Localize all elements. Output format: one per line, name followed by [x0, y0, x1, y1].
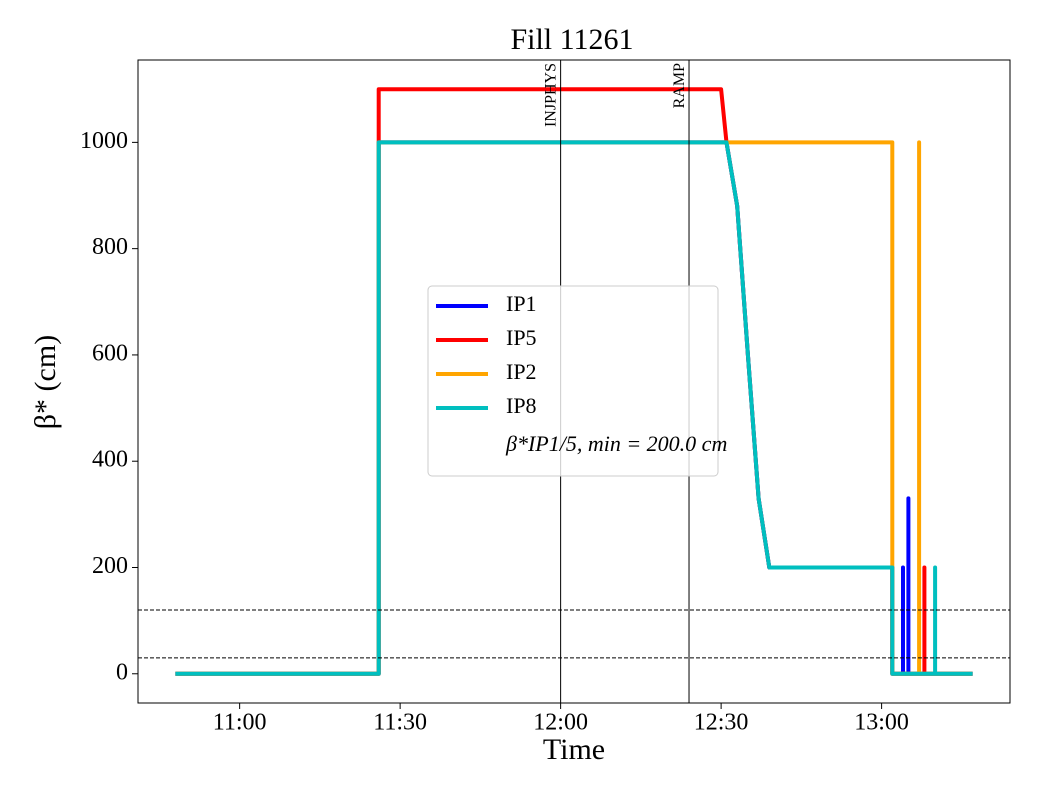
- legend-label: IP2: [506, 359, 537, 384]
- series-line: [175, 140, 973, 676]
- legend-note: β*IP1/5, min = 200.0 cm: [505, 431, 727, 456]
- y-tick-label: 400: [92, 447, 128, 473]
- x-tick-label: 11:00: [213, 710, 267, 736]
- y-tick-label: 0: [116, 659, 128, 685]
- chart-title: Fill 11261: [510, 23, 633, 56]
- x-tick-label: 11:30: [373, 710, 427, 736]
- y-axis-label: β* (cm): [29, 335, 62, 429]
- legend-label: IP8: [506, 393, 537, 418]
- legend-label: IP1: [506, 291, 537, 316]
- x-tick-label: 12:30: [694, 710, 749, 736]
- event-label: RAMP: [671, 63, 688, 108]
- legend-label: IP5: [506, 325, 537, 350]
- event-label: INJPHYS: [543, 63, 560, 127]
- plot-frame: [137, 59, 1011, 704]
- y-tick-label: 1000: [80, 128, 128, 154]
- x-axis-label: Time: [543, 733, 605, 766]
- y-tick-label: 800: [92, 234, 128, 260]
- x-tick-label: 12:00: [533, 710, 588, 736]
- legend-box: [427, 285, 719, 477]
- x-tick-label: 13:00: [854, 710, 909, 736]
- y-tick-label: 600: [92, 340, 128, 366]
- y-tick-label: 200: [92, 553, 128, 579]
